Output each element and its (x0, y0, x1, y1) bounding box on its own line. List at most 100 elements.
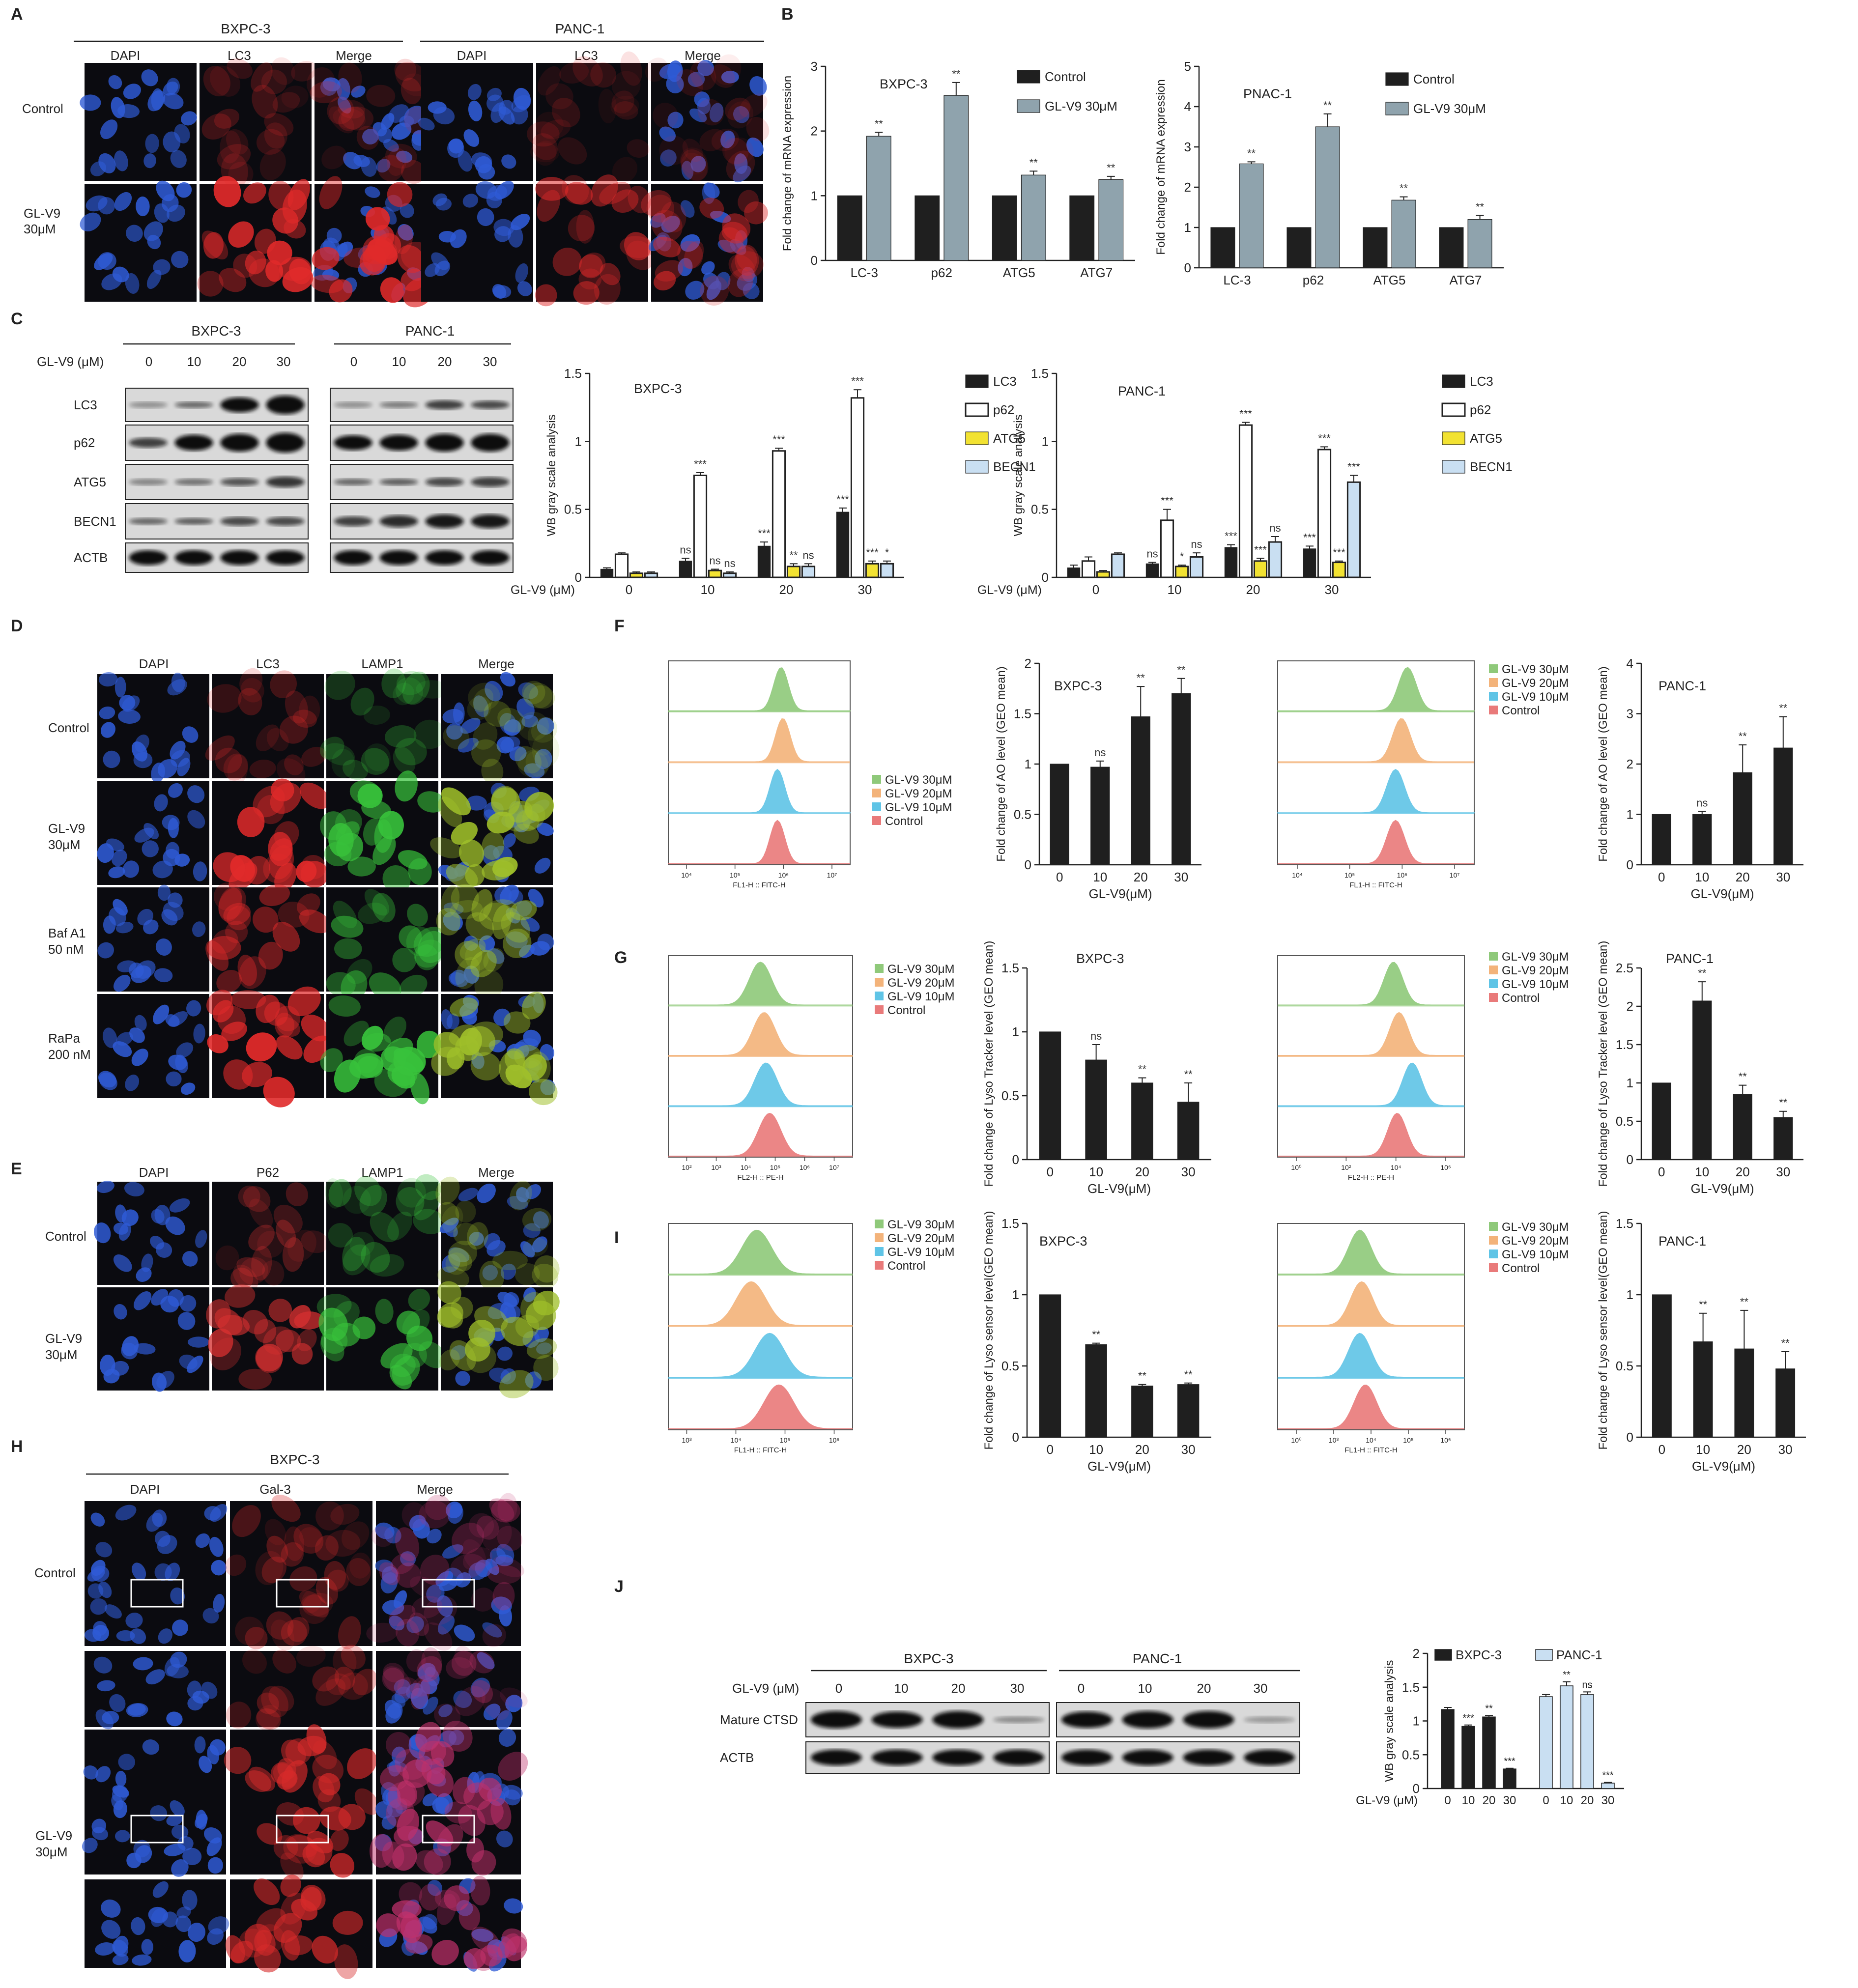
band (932, 1711, 984, 1729)
cell (363, 705, 390, 725)
band (174, 550, 213, 566)
cell (187, 1680, 201, 1698)
significance-label: ** (1779, 1097, 1788, 1109)
micrograph-tile (80, 63, 197, 181)
significance-label: ** (1029, 156, 1038, 169)
band (220, 478, 259, 486)
cell (170, 1800, 185, 1817)
cell (380, 1572, 398, 1593)
band (425, 550, 464, 566)
cell (351, 85, 366, 98)
cell (167, 1664, 189, 1678)
cell (529, 685, 555, 709)
bar (1145, 563, 1159, 578)
cell (319, 176, 343, 209)
cell (667, 112, 684, 129)
channel-label: P62 (257, 1165, 279, 1180)
y-tick-label: 1 (1025, 757, 1031, 771)
cell (484, 701, 512, 727)
legend-label: BECN1 (1470, 459, 1513, 474)
cell (299, 909, 331, 934)
row-label-control: Control (45, 1229, 86, 1244)
x-tick-label: 30 (1601, 1794, 1615, 1807)
legend-label: Control (1502, 992, 1540, 1005)
cell (525, 1301, 556, 1330)
cell (256, 129, 285, 155)
chart-C_right: 00.511.5WB gray scale analysisPANC-10ns*… (977, 366, 1513, 597)
cell (259, 149, 286, 180)
cell (302, 1592, 333, 1617)
cell (517, 711, 549, 741)
band (379, 515, 418, 528)
cell (441, 1206, 463, 1233)
histogram-peak (668, 1281, 853, 1326)
cell (399, 1882, 423, 1906)
cell (451, 1650, 477, 1676)
cell (122, 695, 140, 712)
cell (219, 268, 247, 292)
cell (681, 152, 707, 182)
cell (301, 746, 327, 767)
blot-row (805, 1702, 1050, 1737)
tick-label: 10² (682, 1164, 692, 1171)
cell (108, 866, 125, 879)
cell (168, 818, 179, 838)
y-tick-label: 1 (575, 434, 582, 449)
tick-label: 10⁵ (780, 1436, 790, 1444)
cell (701, 261, 715, 275)
cell (194, 1736, 206, 1754)
cell (534, 749, 552, 769)
cell (143, 823, 159, 839)
band (471, 550, 510, 566)
cell (132, 1562, 146, 1581)
cell (210, 1337, 242, 1370)
cell (126, 1703, 148, 1717)
cell (168, 783, 183, 798)
legend-swatch (1385, 72, 1409, 86)
cell (469, 1650, 495, 1674)
cell (482, 1518, 512, 1551)
legend-swatch (875, 978, 884, 987)
histogram-peak (668, 1229, 853, 1275)
cell (393, 682, 415, 706)
cell (370, 1834, 394, 1868)
tick-label: 10⁶ (778, 871, 789, 879)
y-tick-label: 1 (1184, 220, 1191, 235)
cell (536, 1342, 552, 1355)
legend-swatch (1489, 1222, 1498, 1231)
cell (477, 1183, 496, 1203)
cell (535, 177, 569, 201)
band (334, 516, 372, 527)
cell (312, 1666, 340, 1692)
cell (594, 274, 621, 305)
cell (154, 1531, 171, 1547)
cell (455, 957, 480, 990)
cell (216, 969, 242, 993)
significance-label: *** (1602, 1770, 1614, 1781)
cell (452, 1522, 484, 1554)
bar (1317, 449, 1332, 578)
cell (361, 1242, 390, 1273)
cell (503, 1011, 531, 1034)
cell (471, 889, 493, 922)
cell (497, 1493, 517, 1523)
cell (514, 824, 539, 844)
cell (286, 1182, 308, 1207)
group-header-bxpc3: BXPC-3 (904, 1651, 953, 1666)
cell (152, 1881, 169, 1898)
cell (297, 893, 320, 916)
cell (431, 1940, 459, 1965)
cell (301, 1884, 326, 1911)
cell (408, 858, 432, 885)
significance-label: ** (1739, 1071, 1747, 1083)
cell (301, 1230, 329, 1253)
legend-swatch (875, 1261, 884, 1270)
cell (694, 91, 710, 107)
bar (1253, 560, 1268, 578)
bar (708, 569, 722, 578)
band (993, 1716, 1045, 1723)
cell (590, 174, 618, 207)
cell (245, 1627, 268, 1649)
cell (264, 122, 287, 149)
bar (629, 572, 644, 578)
